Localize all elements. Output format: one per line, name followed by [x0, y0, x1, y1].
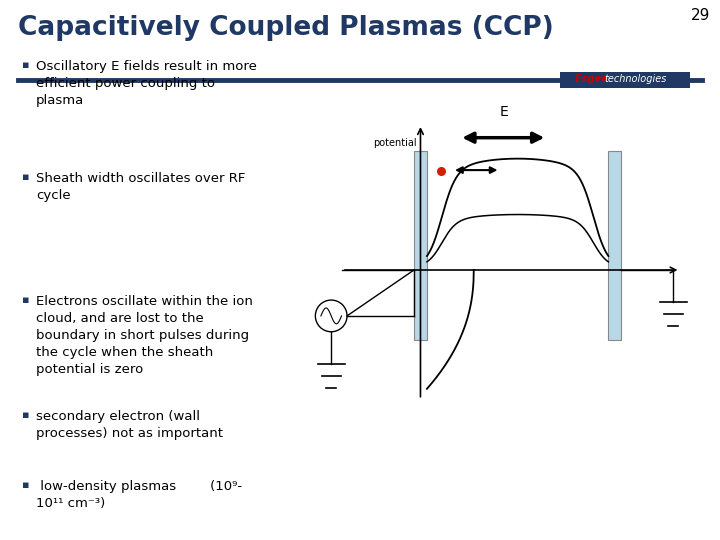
Text: ▪: ▪: [22, 172, 30, 182]
Text: Capacitively Coupled Plasmas (CCP): Capacitively Coupled Plasmas (CCP): [18, 15, 554, 41]
Text: ▪: ▪: [22, 480, 30, 490]
Text: E: E: [500, 105, 508, 119]
Bar: [414, 151, 427, 340]
Text: 29: 29: [690, 8, 710, 23]
Text: secondary electron (wall
processes) not as important: secondary electron (wall processes) not …: [36, 410, 223, 440]
Bar: [608, 151, 621, 340]
Text: ▪: ▪: [22, 295, 30, 305]
Text: Sheath width oscillates over RF
cycle: Sheath width oscillates over RF cycle: [36, 172, 246, 202]
Text: Oscillatory E fields result in more
efficient power coupling to
plasma: Oscillatory E fields result in more effi…: [36, 60, 257, 107]
Bar: [560, 72, 690, 88]
Text: technologies: technologies: [604, 74, 667, 84]
Text: Electrons oscillate within the ion
cloud, and are lost to the
boundary in short : Electrons oscillate within the ion cloud…: [36, 295, 253, 376]
Text: ▪: ▪: [22, 410, 30, 420]
Text: Esgee: Esgee: [575, 74, 611, 84]
Text: low-density plasmas        (10⁹-
10¹¹ cm⁻³): low-density plasmas (10⁹- 10¹¹ cm⁻³): [36, 480, 242, 510]
Text: ▪: ▪: [22, 60, 30, 70]
Text: potential: potential: [373, 138, 416, 148]
